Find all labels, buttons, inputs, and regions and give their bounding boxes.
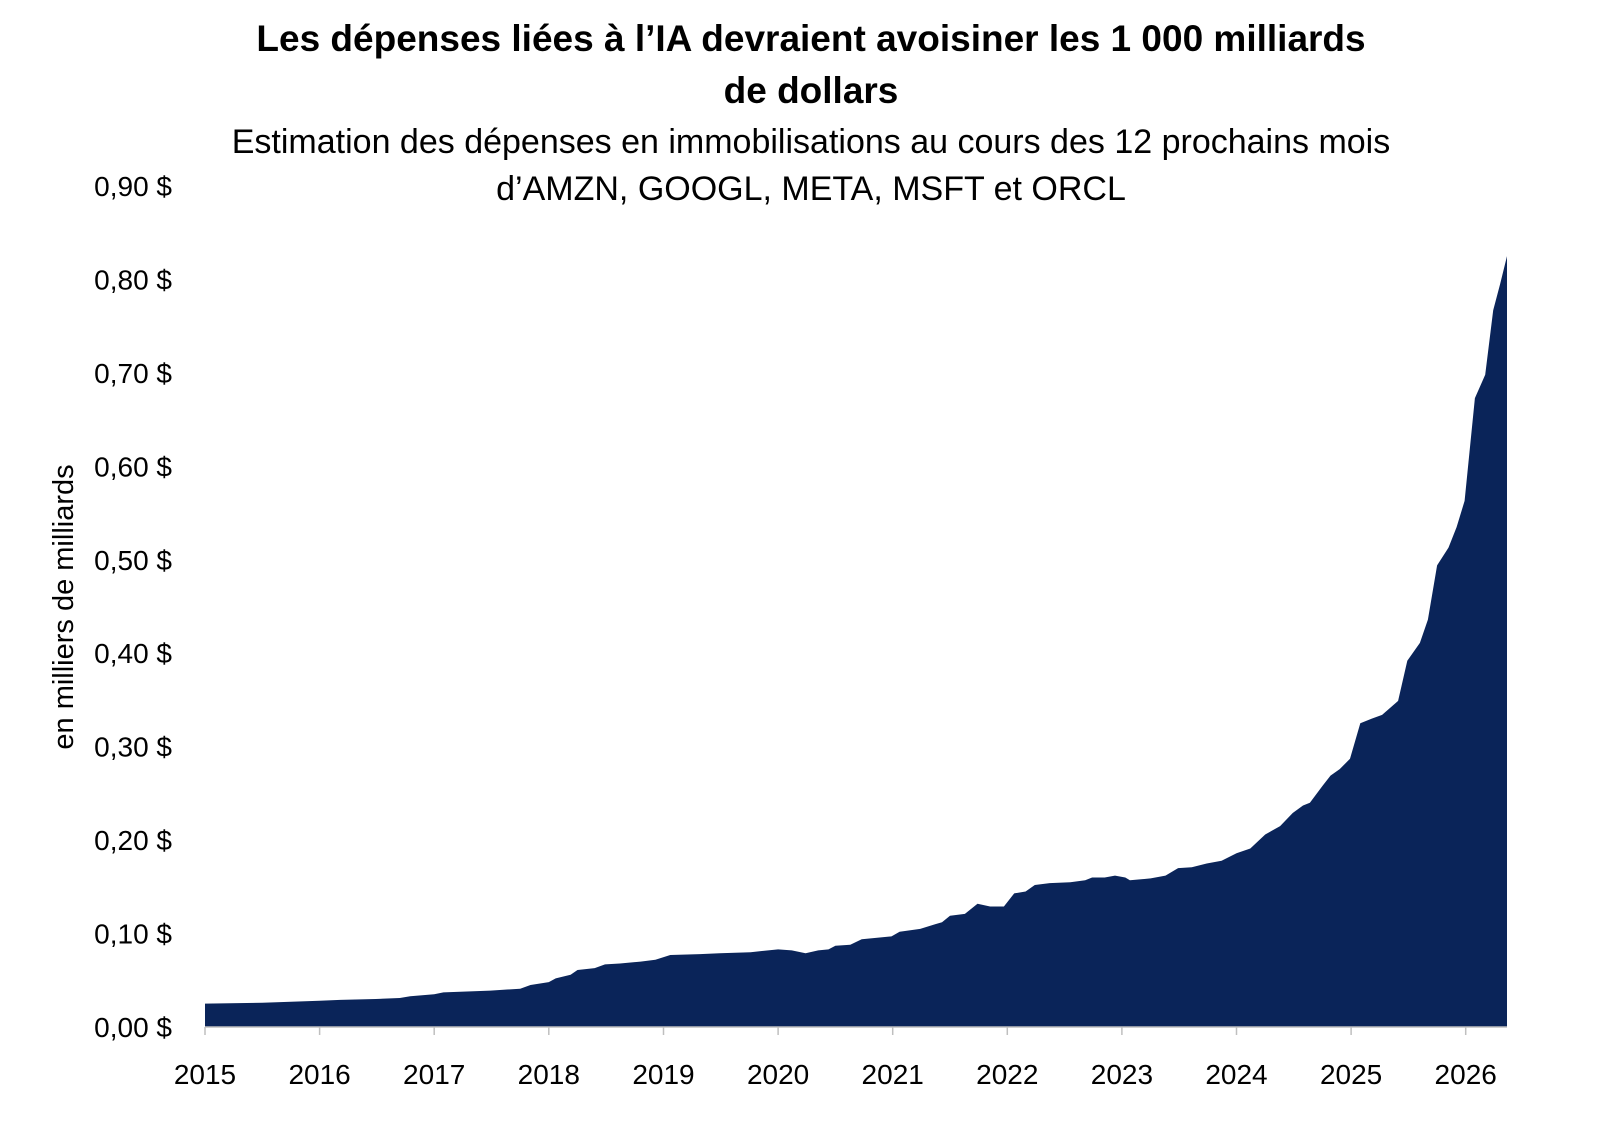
y-tick-label: 0,30 $	[94, 732, 172, 763]
x-tick-label: 2025	[1320, 1059, 1382, 1090]
y-tick-label: 0,80 $	[94, 264, 172, 295]
capex-area-series	[205, 256, 1507, 1028]
x-tick-label: 2026	[1435, 1059, 1497, 1090]
x-tick-label: 2022	[976, 1059, 1038, 1090]
y-tick-label: 0,50 $	[94, 545, 172, 576]
chart-title-line-2: de dollars	[724, 70, 899, 111]
x-tick-label: 2018	[518, 1059, 580, 1090]
x-tick-label: 2015	[174, 1059, 236, 1090]
x-tick-label: 2023	[1091, 1059, 1153, 1090]
y-axis: 0,00 $ 0,10 $ 0,20 $ 0,30 $ 0,40 $ 0,50 $ 0,60…	[94, 171, 172, 1043]
y-axis-label: en milliers de milliards	[48, 464, 80, 749]
chart-title-line-1: Les dépenses liées à l’IA devraient avoi…	[256, 18, 1365, 59]
chart-subtitle-line-1: Estimation des dépenses en immobilisatio…	[232, 123, 1391, 161]
y-tick-label: 0,40 $	[94, 638, 172, 669]
y-tick-label: 0,90 $	[94, 171, 172, 202]
chart-subtitle-line-2: d’AMZN, GOOGL, META, MSFT et ORCL	[496, 170, 1126, 208]
y-tick-label: 0,00 $	[94, 1012, 172, 1043]
x-tick-label: 2017	[403, 1059, 465, 1090]
y-tick-label: 0,60 $	[94, 451, 172, 482]
x-tick-label: 2019	[632, 1059, 694, 1090]
y-tick-label: 0,70 $	[94, 358, 172, 389]
y-tick-label: 0,20 $	[94, 825, 172, 856]
y-tick-label: 0,10 $	[94, 919, 172, 950]
x-tick-label: 2024	[1205, 1059, 1267, 1090]
x-tick-label: 2016	[288, 1059, 350, 1090]
x-tick-label: 2021	[862, 1059, 924, 1090]
plot-area	[205, 256, 1507, 1028]
x-tick-label: 2020	[747, 1059, 809, 1090]
x-axis: 2015 2016 2017 2018 2019 2020 2021 2022 2023 2024…	[174, 1027, 1497, 1090]
